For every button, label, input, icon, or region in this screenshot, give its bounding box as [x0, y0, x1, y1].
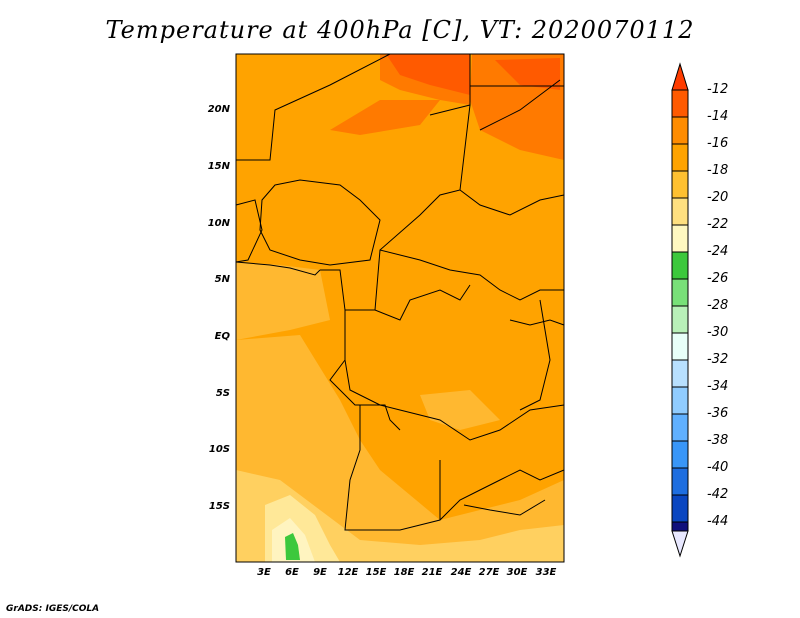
colorbar-label: -22 [707, 217, 729, 232]
map-frame [235, 53, 565, 563]
colorbar-label: -32 [707, 352, 729, 367]
lat-label: 15S [208, 501, 230, 512]
colorbar-swatch [671, 494, 689, 523]
colorbar-label: -34 [707, 379, 729, 394]
lat-label: 15N [207, 161, 230, 172]
colorbar-swatch [671, 305, 689, 334]
warmest-patch [386, 54, 470, 95]
colorbar-label: -26 [707, 271, 729, 286]
footer-credit: GrADS: IGES/COLA [6, 604, 100, 614]
colorbar-swatch [671, 89, 689, 118]
colorbar-top-arrow [671, 62, 689, 91]
colorbar-swatch [671, 332, 689, 361]
colorbar-swatch [671, 359, 689, 388]
colorbar-bottom-arrow [671, 530, 689, 558]
warm-patch [330, 100, 440, 135]
colorbar-swatch [671, 521, 689, 532]
lon-label: 6E [285, 567, 299, 578]
colorbar-label: -20 [707, 190, 729, 205]
lat-label: EQ [214, 331, 230, 342]
colorbar-label: -16 [707, 136, 729, 151]
country-borders [235, 53, 565, 531]
colorbar-swatch [671, 197, 689, 226]
lat-label: 5N [214, 274, 230, 285]
colorbar-label: -28 [707, 298, 729, 313]
colorbar-swatch [671, 170, 689, 199]
colorbar-swatch [671, 413, 689, 442]
cool-band-west [236, 262, 330, 340]
colorbar-label: -30 [707, 325, 729, 340]
colorbar-swatch [671, 278, 689, 307]
lat-label: 5S [215, 388, 230, 399]
colorbar-label: -42 [707, 487, 729, 502]
colorbar-label: -18 [707, 163, 729, 178]
lon-label: 21E [421, 567, 443, 578]
lat-label: 10N [207, 218, 230, 229]
lon-label: 30E [506, 567, 528, 578]
lon-label: 12E [337, 567, 359, 578]
colorbar-label: -12 [707, 82, 729, 97]
colorbar-label: -36 [707, 406, 729, 421]
lon-label: 3E [257, 567, 271, 578]
colorbar-swatch [671, 386, 689, 415]
colorbar-swatch [671, 251, 689, 280]
colorbar [671, 62, 689, 558]
lon-label: 33E [535, 567, 557, 578]
colorbar-label: -14 [707, 109, 729, 124]
warmest-patch-east [495, 58, 560, 90]
colorbar-label: -40 [707, 460, 729, 475]
lon-label: 27E [478, 567, 500, 578]
colorbar-label: -38 [707, 433, 729, 448]
cool-band-south [236, 335, 564, 562]
colorbar-swatch [671, 440, 689, 469]
lon-label: 18E [393, 567, 415, 578]
lon-label: 15E [365, 567, 387, 578]
colorbar-label: -24 [707, 244, 729, 259]
colorbar-swatch [671, 143, 689, 172]
lat-label: 10S [208, 444, 230, 455]
colorbar-label: -44 [707, 514, 729, 529]
cold-patch [285, 533, 300, 560]
lon-label: 9E [313, 567, 327, 578]
page-title: Temperature at 400hPa [C], VT: 202007011… [105, 16, 695, 44]
colorbar-swatch [671, 116, 689, 145]
colorbar-swatch [671, 467, 689, 496]
colorbar-swatch [671, 224, 689, 253]
lat-label: 20N [207, 104, 230, 115]
lon-label: 24E [450, 567, 472, 578]
